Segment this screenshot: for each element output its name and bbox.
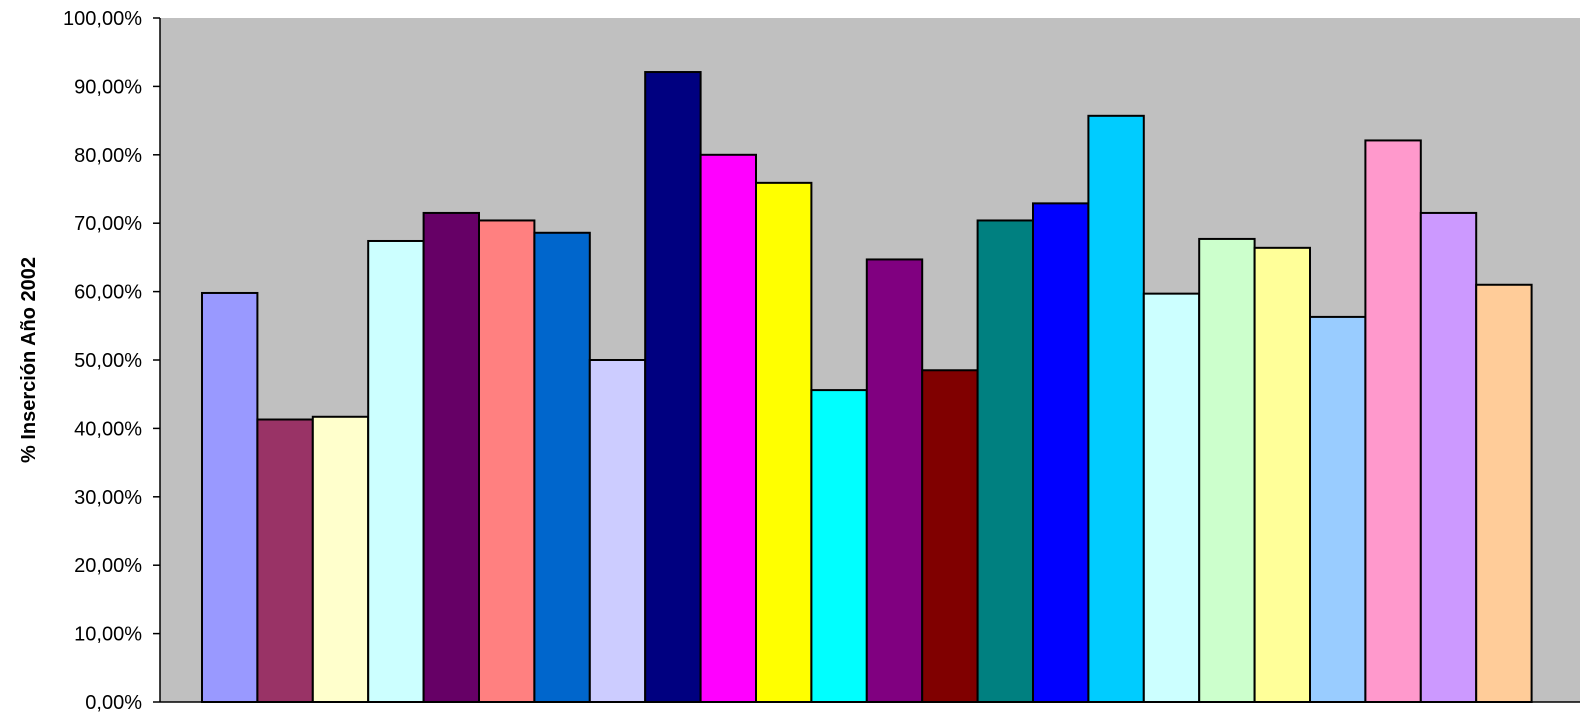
y-tick-label: 10,00%	[74, 624, 142, 646]
bar-6	[478, 219, 536, 704]
bar-12	[810, 389, 868, 703]
bar-23	[1419, 211, 1478, 703]
y-tick-label: 70,00%	[74, 213, 142, 235]
bar-16	[1032, 202, 1090, 703]
bar-21	[1309, 315, 1367, 703]
bar-19	[1198, 237, 1256, 703]
bar-15	[976, 219, 1034, 704]
bar-8	[588, 359, 647, 703]
bar-3	[311, 415, 370, 703]
y-tick-label: 100,00%	[63, 8, 142, 30]
bar-4	[367, 239, 425, 703]
bar-13	[865, 258, 924, 703]
y-tick-label: 80,00%	[74, 145, 142, 167]
bar-1	[201, 291, 259, 703]
y-tick-label: 40,00%	[74, 418, 142, 440]
y-tick-label: 20,00%	[74, 555, 142, 577]
bar-24	[1475, 283, 1533, 703]
bar-7	[533, 231, 591, 703]
bar-22	[1364, 139, 1422, 704]
bar-17	[1087, 114, 1145, 703]
y-axis-ticks: 0,00% 10,00% 20,00% 30,00% 40,00% 50,00% 60,00…	[63, 8, 160, 714]
bars-group	[201, 71, 1533, 704]
bar-9	[644, 71, 702, 703]
y-axis-title: % Inserción Año 2002	[18, 257, 40, 463]
y-tick-label: 0,00%	[85, 692, 142, 714]
bar-10	[699, 153, 757, 704]
bar-2	[256, 418, 314, 703]
bar-20	[1253, 246, 1311, 703]
bar-14	[921, 369, 979, 703]
bar-18	[1142, 292, 1201, 703]
bar-5	[422, 211, 481, 703]
bar-11	[755, 181, 813, 703]
y-tick-label: 60,00%	[74, 282, 142, 304]
y-tick-label: 50,00%	[74, 350, 142, 372]
y-tick-label: 90,00%	[74, 76, 142, 98]
y-tick-label: 30,00%	[74, 487, 142, 509]
